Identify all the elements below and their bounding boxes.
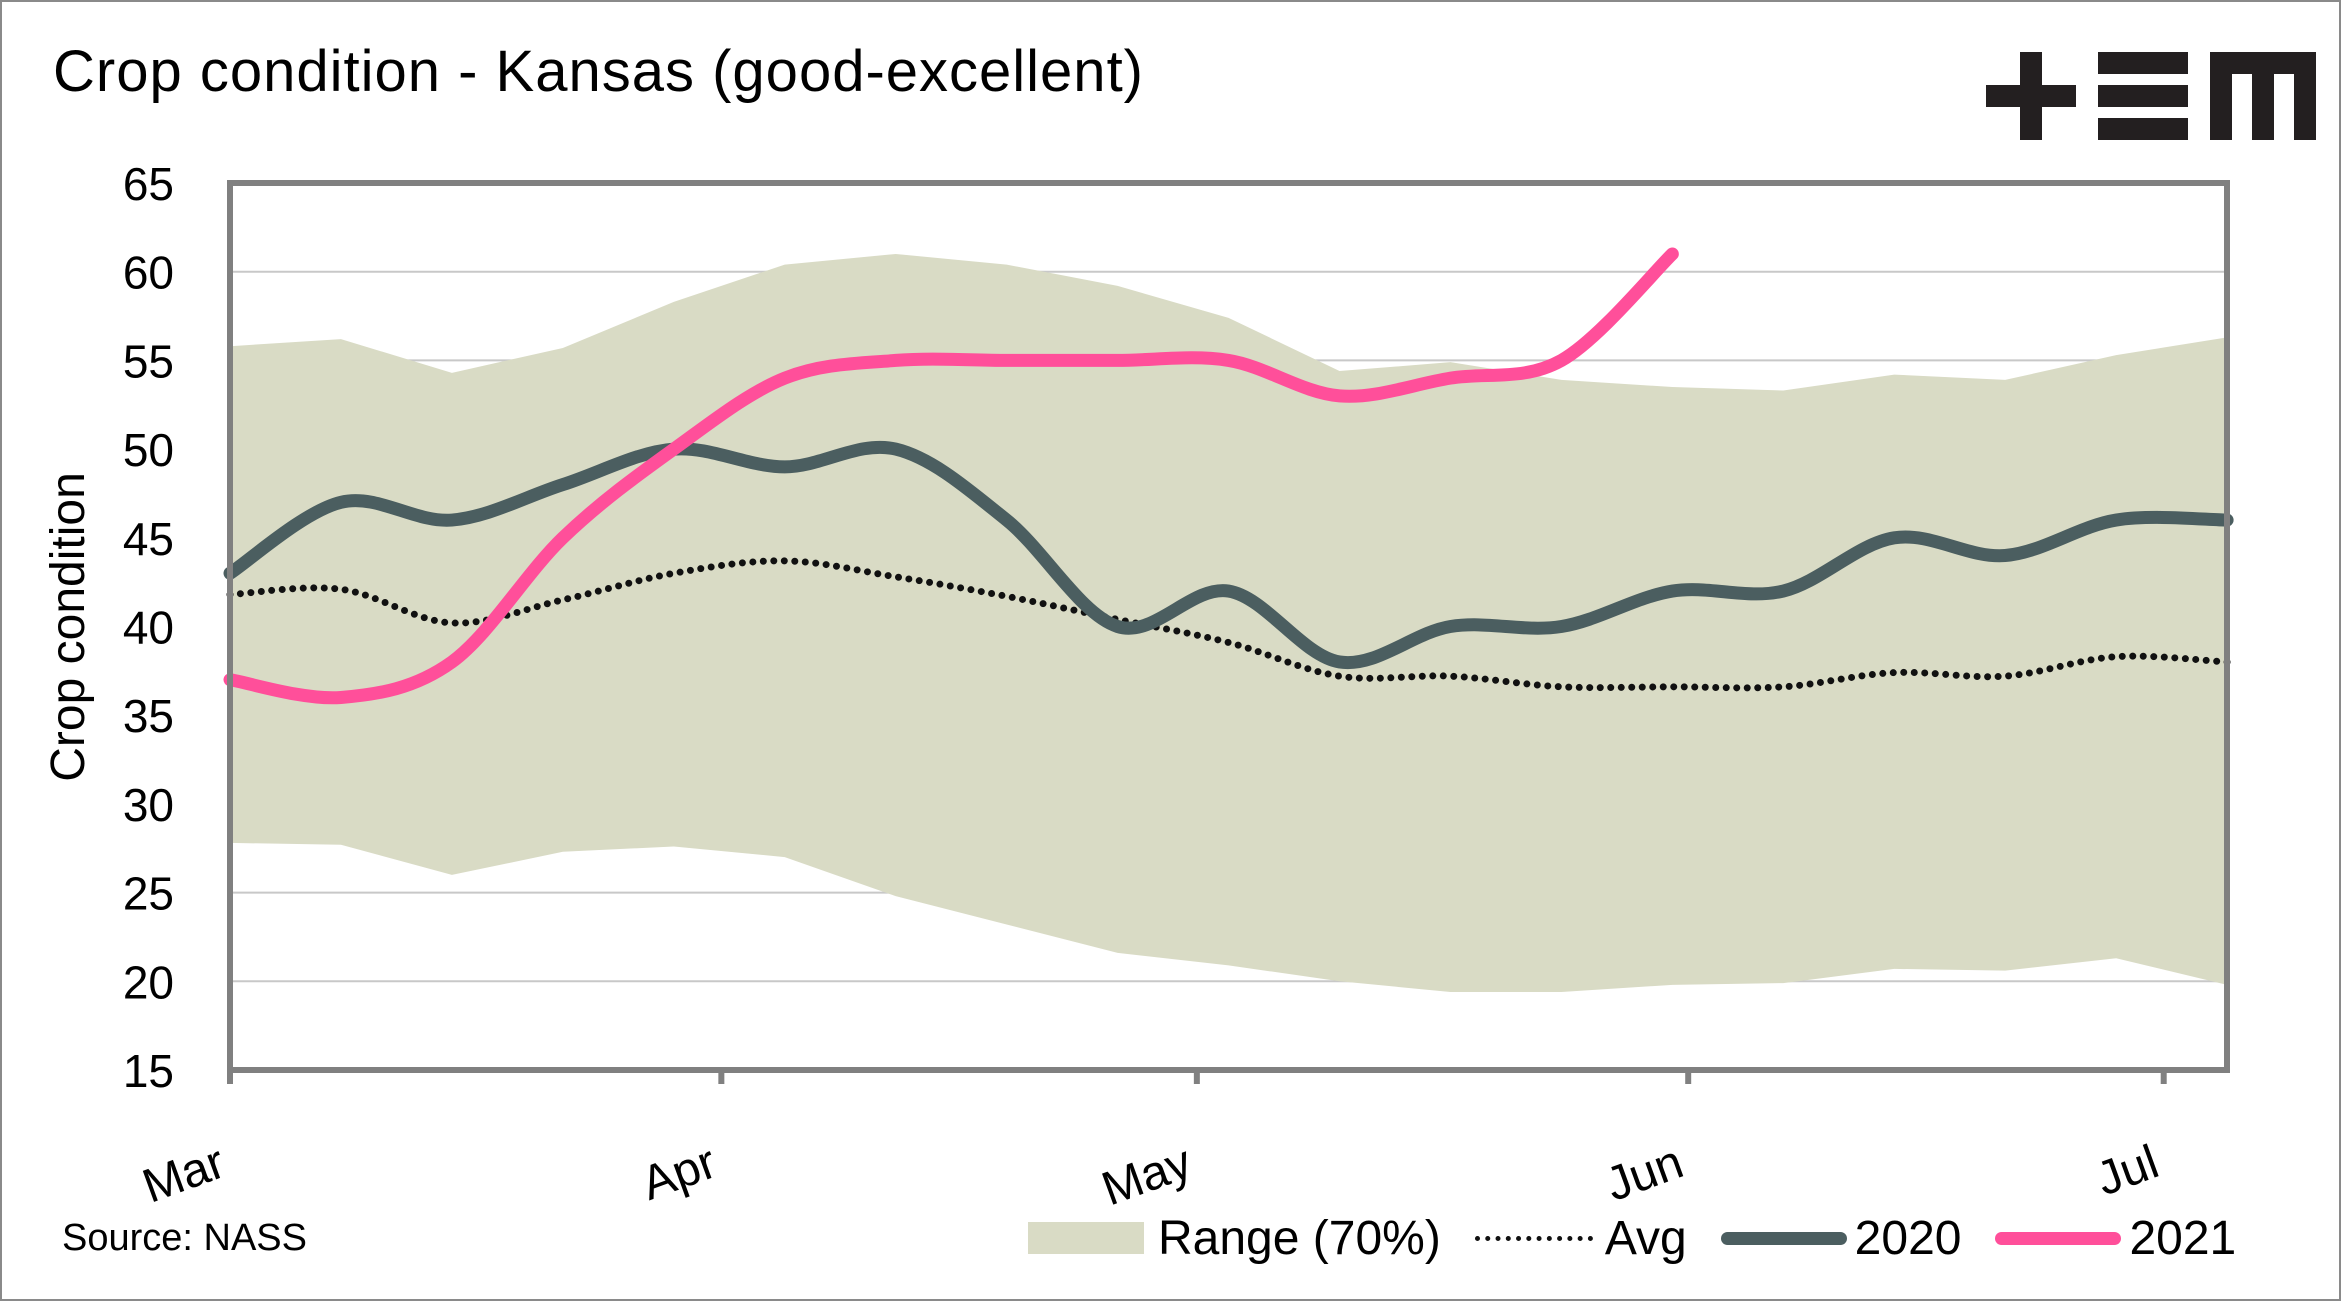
legend-label-avg: Avg (1604, 1211, 1687, 1265)
logo-e-bar-top (2098, 52, 2188, 74)
x-tick-label-may: May (1095, 1136, 1198, 1217)
range-area (230, 253, 2228, 992)
legend-swatch-range (1028, 1222, 1144, 1254)
y-tick-label-35: 35 (123, 690, 174, 742)
series-line-2021 (223, 247, 1679, 705)
logo-e-bar-middle (2098, 85, 2188, 107)
legend-item-avg: Avg (1474, 1211, 1687, 1266)
range-area-layer (230, 253, 2228, 992)
y-tick-label-40: 40 (123, 602, 174, 654)
series-line-avg (226, 557, 2231, 692)
y-tick-label-30: 30 (123, 779, 174, 831)
legend-item-2020: 2020 (1720, 1211, 1962, 1266)
y-tick-label-20: 20 (123, 956, 174, 1008)
plot-border (227, 180, 2230, 1073)
x-tick-label-apr: Apr (635, 1136, 723, 1211)
legend: Range (70%) Avg 2020 2021 (1028, 1210, 2236, 1266)
x-tick-labels: Mar Apr May Jun Jul (136, 1136, 2166, 1217)
logo-e-bar-bottom (2098, 118, 2188, 140)
chart-title: Crop condition - Kansas (good-excellent) (53, 39, 1144, 104)
y-tick-labels: 15 20 25 30 35 40 45 50 55 60 65 (123, 158, 174, 1097)
legend-label-range: Range (70%) (1158, 1211, 1441, 1265)
source-note: Source: NASS (62, 1217, 307, 1259)
x-tick-label-jun: Jun (1599, 1136, 1690, 1212)
x-tick-label-mar: Mar (136, 1136, 232, 1214)
legend-item-2021: 2021 (1995, 1211, 2236, 1266)
legend-swatch-avg (1474, 1235, 1593, 1241)
y-tick-label-15: 15 (123, 1045, 174, 1097)
legend-swatch-2021 (1995, 1231, 2122, 1245)
brand-logo (1986, 52, 2316, 140)
series-line-2020 (223, 440, 2234, 670)
y-tick-label-60: 60 (123, 247, 174, 299)
logo-plus-vertical (2020, 52, 2042, 140)
y-tick-label-45: 45 (123, 513, 174, 565)
legend-label-2021: 2021 (2129, 1211, 2237, 1265)
legend-label-2020: 2020 (1854, 1211, 1962, 1265)
y-axis-title: Crop condition (42, 472, 95, 782)
legend-swatch-2020 (1720, 1231, 1847, 1245)
logo-m (2210, 52, 2316, 140)
x-tick-label-jul: Jul (2090, 1136, 2166, 1207)
y-tick-label-55: 55 (123, 335, 174, 387)
y-tick-label-25: 25 (123, 868, 174, 920)
legend-item-range: Range (70%) (1028, 1211, 1441, 1266)
y-tick-label-65: 65 (123, 158, 174, 210)
series-lines-layer (223, 247, 2234, 705)
axes (227, 180, 2230, 1084)
y-tick-label-50: 50 (123, 424, 174, 476)
